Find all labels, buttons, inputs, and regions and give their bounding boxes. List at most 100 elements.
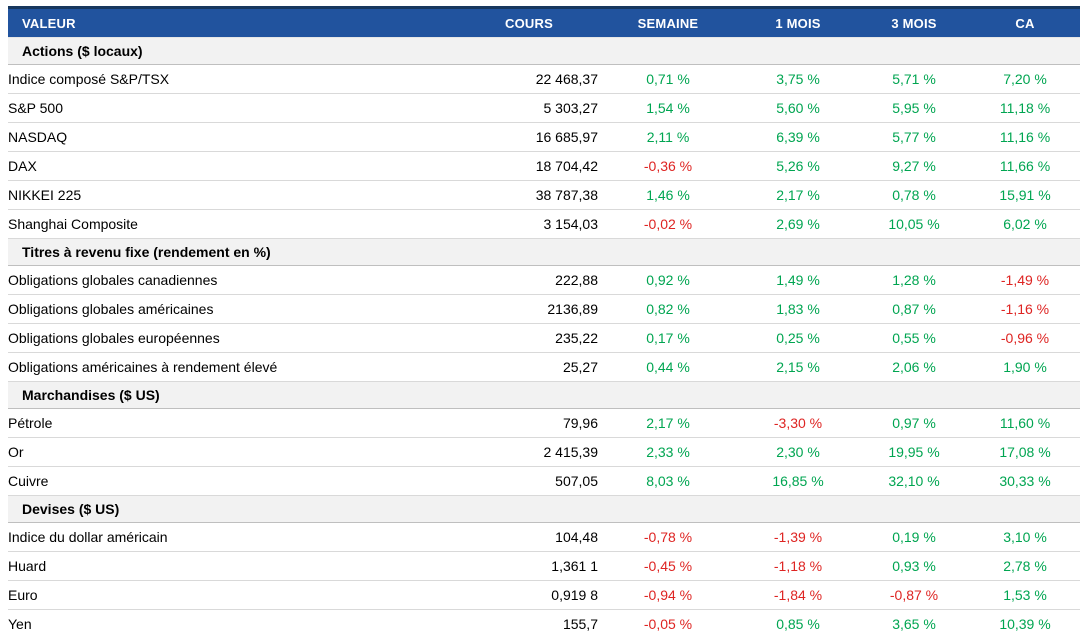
mois3-value: 9,27 % [858, 151, 970, 181]
ca-value: 10,39 % [970, 609, 1080, 636]
mois1-value: 5,26 % [738, 151, 858, 181]
cours-value: 38 787,38 [460, 180, 598, 210]
mois3-value: 3,65 % [858, 609, 970, 636]
cours-value: 18 704,42 [460, 151, 598, 181]
table-row: Indice composé S&P/TSX 22 468,37 0,71 % 3,7… [8, 64, 1080, 94]
semaine-value: -0,94 % [598, 580, 738, 610]
table-row: Yen 155,7 -0,05 % 0,85 % 3,65 % 10,39 % [8, 609, 1080, 636]
table-row: Obligations américaines à rendement élev… [8, 352, 1080, 382]
semaine-value: -0,45 % [598, 551, 738, 581]
row-name: DAX [8, 151, 460, 181]
ca-value: 11,18 % [970, 93, 1080, 123]
column-header-ca: CA [970, 6, 1080, 38]
table-row: Obligations globales canadiennes 222,88 0,… [8, 265, 1080, 295]
row-name: Indice du dollar américain [8, 522, 460, 552]
section-label: Marchandises ($ US) [8, 381, 1080, 409]
section-row: Actions ($ locaux) [8, 37, 1080, 65]
column-header-mois3: 3 MOIS [858, 6, 970, 38]
mois1-value: 16,85 % [738, 466, 858, 496]
mois1-value: 3,75 % [738, 64, 858, 94]
section-row: Marchandises ($ US) [8, 381, 1080, 409]
row-name: NIKKEI 225 [8, 180, 460, 210]
table-body: Actions ($ locaux) Indice composé S&P/TSX… [8, 37, 1080, 636]
mois1-value: 1,49 % [738, 265, 858, 295]
mois3-value: 19,95 % [858, 437, 970, 467]
column-header-semaine: SEMAINE [598, 6, 738, 38]
cours-value: 222,88 [460, 265, 598, 295]
ca-value: -0,96 % [970, 323, 1080, 353]
ca-value: 11,16 % [970, 122, 1080, 152]
table-row: Huard 1,361 1 -0,45 % -1,18 % 0,93 % 2,78 % [8, 551, 1080, 581]
column-header-cours: COURS [460, 6, 598, 38]
row-name: Pétrole [8, 408, 460, 438]
cours-value: 507,05 [460, 466, 598, 496]
row-name: Or [8, 437, 460, 467]
row-name: Obligations globales européennes [8, 323, 460, 353]
mois3-value: 0,87 % [858, 294, 970, 324]
cours-value: 2136,89 [460, 294, 598, 324]
cours-value: 155,7 [460, 609, 598, 636]
cours-value: 16 685,97 [460, 122, 598, 152]
ca-value: 1,53 % [970, 580, 1080, 610]
cours-value: 79,96 [460, 408, 598, 438]
row-name: Obligations globales américaines [8, 294, 460, 324]
row-name: S&P 500 [8, 93, 460, 123]
semaine-value: 1,54 % [598, 93, 738, 123]
table-row: S&P 500 5 303,27 1,54 % 5,60 % 5,95 % 11,18 % [8, 93, 1080, 123]
table-row: Pétrole 79,96 2,17 % -3,30 % 0,97 % 11,60 % [8, 408, 1080, 438]
mois3-value: 5,71 % [858, 64, 970, 94]
mois1-value: 2,17 % [738, 180, 858, 210]
cours-value: 3 154,03 [460, 209, 598, 239]
row-name: Euro [8, 580, 460, 610]
table-row: Obligations globales américaines 2136,89 0… [8, 294, 1080, 324]
table-row: Or 2 415,39 2,33 % 2,30 % 19,95 % 17,08 % [8, 437, 1080, 467]
semaine-value: 0,17 % [598, 323, 738, 353]
row-name: Shanghai Composite [8, 209, 460, 239]
ca-value: 6,02 % [970, 209, 1080, 239]
cours-value: 2 415,39 [460, 437, 598, 467]
ca-value: -1,16 % [970, 294, 1080, 324]
column-header-name: VALEUR [8, 6, 460, 38]
semaine-value: -0,36 % [598, 151, 738, 181]
table-row: Shanghai Composite 3 154,03 -0,02 % 2,69 % 1… [8, 209, 1080, 239]
section-label: Devises ($ US) [8, 495, 1080, 523]
row-name: Cuivre [8, 466, 460, 496]
mois3-value: 0,93 % [858, 551, 970, 581]
table-row: Obligations globales européennes 235,22 0,… [8, 323, 1080, 353]
row-name: Yen [8, 609, 460, 636]
ca-value: 15,91 % [970, 180, 1080, 210]
column-header-mois1: 1 MOIS [738, 6, 858, 38]
mois3-value: 1,28 % [858, 265, 970, 295]
ca-value: -1,49 % [970, 265, 1080, 295]
table-row: NIKKEI 225 38 787,38 1,46 % 2,17 % 0,78 % 15,… [8, 180, 1080, 210]
mois1-value: 0,25 % [738, 323, 858, 353]
mois1-value: 2,15 % [738, 352, 858, 382]
semaine-value: 0,44 % [598, 352, 738, 382]
section-label: Actions ($ locaux) [8, 37, 1080, 65]
mois1-value: -1,39 % [738, 522, 858, 552]
mois1-value: -3,30 % [738, 408, 858, 438]
section-row: Devises ($ US) [8, 495, 1080, 523]
ca-value: 11,60 % [970, 408, 1080, 438]
cours-value: 1,361 1 [460, 551, 598, 581]
row-name: Obligations américaines à rendement élev… [8, 352, 460, 382]
row-name: NASDAQ [8, 122, 460, 152]
section-row: Titres à revenu fixe (rendement en %) [8, 238, 1080, 266]
mois1-value: 2,69 % [738, 209, 858, 239]
mois3-value: 2,06 % [858, 352, 970, 382]
mois3-value: 0,55 % [858, 323, 970, 353]
table-header: VALEUR COURS SEMAINE 1 MOIS 3 MOIS CA [8, 6, 1080, 38]
header-row: VALEUR COURS SEMAINE 1 MOIS 3 MOIS CA [8, 6, 1080, 38]
cours-value: 22 468,37 [460, 64, 598, 94]
mois3-value: 5,77 % [858, 122, 970, 152]
mois1-value: 5,60 % [738, 93, 858, 123]
ca-value: 2,78 % [970, 551, 1080, 581]
cours-value: 0,919 8 [460, 580, 598, 610]
mois3-value: 0,97 % [858, 408, 970, 438]
market-summary-table: VALEUR COURS SEMAINE 1 MOIS 3 MOIS CA Actions… [8, 6, 1080, 636]
mois3-value: -0,87 % [858, 580, 970, 610]
mois3-value: 10,05 % [858, 209, 970, 239]
semaine-value: 8,03 % [598, 466, 738, 496]
table-row: NASDAQ 16 685,97 2,11 % 6,39 % 5,77 % 11,16 % [8, 122, 1080, 152]
